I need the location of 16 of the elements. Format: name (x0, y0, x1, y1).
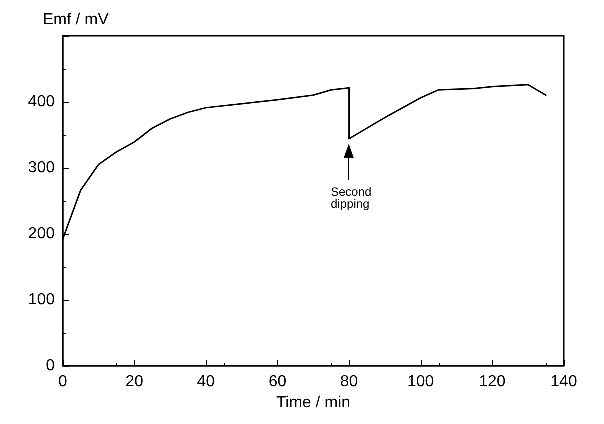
x-tick-label: 0 (58, 374, 68, 390)
y-tick-label: 200 (28, 226, 56, 242)
y-tick-label: 0 (46, 358, 56, 374)
x-tick-label: 40 (197, 374, 216, 390)
y-tick-label: 400 (28, 94, 56, 110)
x-tick-label: 60 (268, 374, 287, 390)
annotation: Second dipping (331, 185, 372, 211)
y-tick-label: 300 (28, 160, 56, 176)
y-tick-label: 100 (28, 292, 56, 308)
x-tick-label: 20 (126, 374, 144, 390)
y-axis-title: Emf / mV (43, 12, 110, 28)
x-tick-label: 80 (340, 374, 358, 390)
x-tick-label: 140 (550, 374, 578, 390)
x-tick-label: 100 (408, 374, 434, 390)
x-axis-title: Time / min (276, 394, 351, 412)
x-tick-label: 120 (479, 374, 506, 390)
